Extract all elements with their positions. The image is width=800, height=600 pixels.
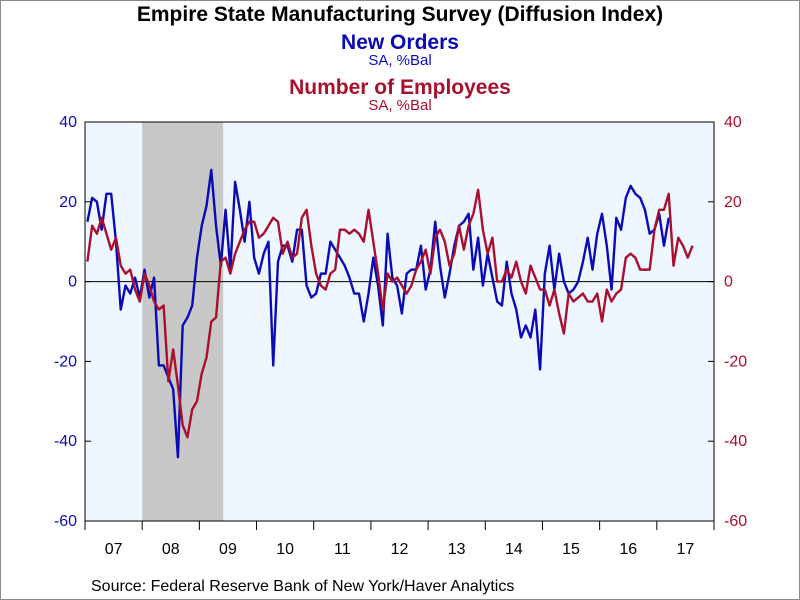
source-note: Source: Federal Reserve Bank of New York…	[91, 578, 515, 595]
y-tick-label-left: -60	[54, 513, 77, 530]
y-tick-label-right: -60	[724, 513, 747, 530]
x-tick-label: 14	[505, 541, 523, 558]
y-tick-label-right: -20	[724, 353, 747, 370]
y-tick-label-left: 40	[59, 114, 77, 131]
x-tick-label: 12	[391, 541, 409, 558]
x-tick-label: 11	[334, 541, 351, 558]
plot-border	[84, 121, 715, 522]
y-tick-label-right: 40	[724, 114, 742, 131]
x-tick-label: 13	[448, 541, 466, 558]
series-2-unit: SA, %Bal	[368, 97, 432, 114]
x-tick-label: 07	[105, 541, 123, 558]
series-1-unit: SA, %Bal	[368, 52, 432, 69]
x-tick-label: 16	[619, 541, 637, 558]
series-line-1	[86, 168, 670, 459]
y-tick-label-right: 20	[724, 194, 742, 211]
y-tick-label-right: -40	[724, 433, 747, 450]
series-line-2	[86, 188, 694, 439]
x-tick-label: 17	[677, 541, 695, 558]
series-1-name: New Orders	[341, 31, 459, 54]
x-tick-label: 10	[276, 541, 294, 558]
series-2-name: Number of Employees	[289, 76, 511, 99]
y-tick-label-left: 0	[68, 274, 77, 291]
y-tick-label-left: -20	[54, 353, 77, 370]
x-tick-label: 09	[219, 541, 237, 558]
chart-title: Empire State Manufacturing Survey (Diffu…	[136, 3, 664, 26]
y-tick-label-left: 20	[59, 194, 77, 211]
x-tick-label: 08	[162, 541, 180, 558]
y-tick-label-right: 0	[724, 274, 733, 291]
y-tick-label-left: -40	[54, 433, 77, 450]
x-tick-label: 15	[562, 541, 580, 558]
